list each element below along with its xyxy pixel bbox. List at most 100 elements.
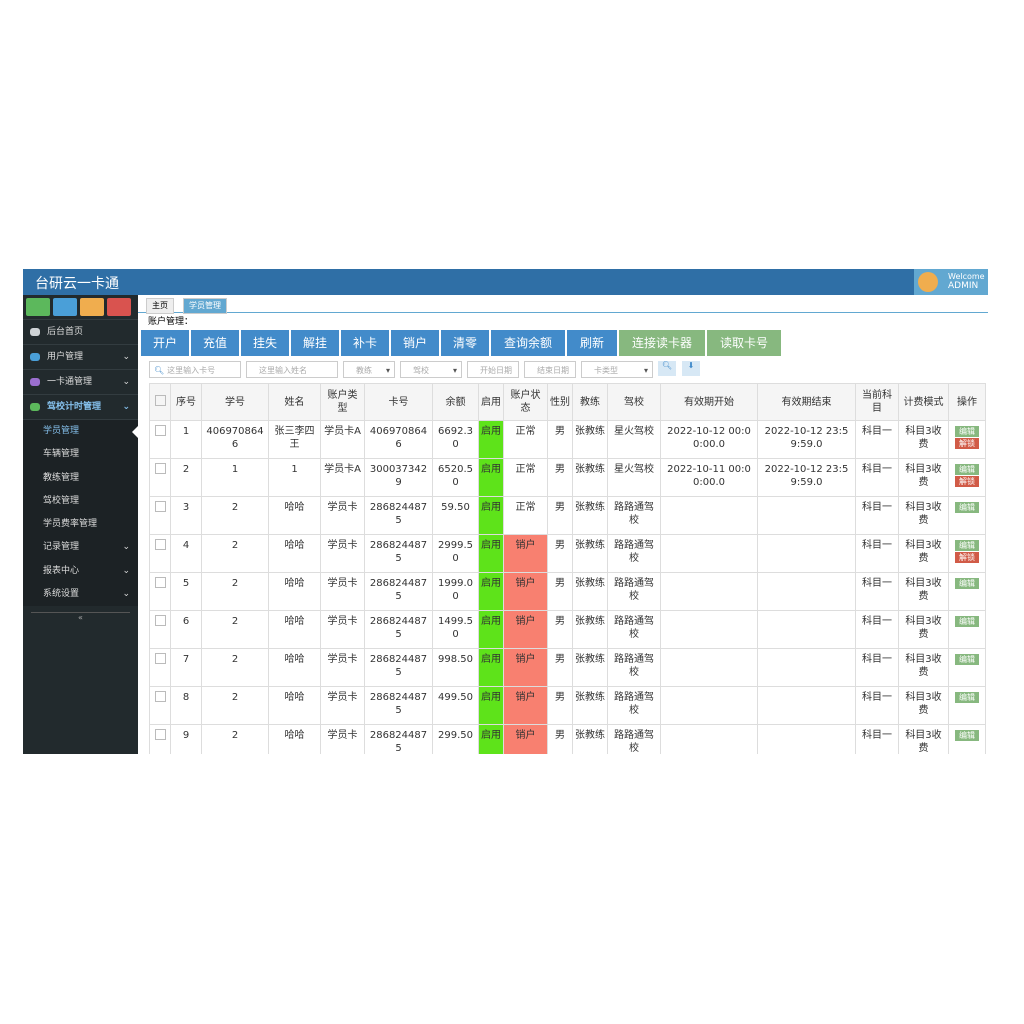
- cell: 科目3收费: [898, 572, 949, 611]
- cell: 科目3收费: [898, 496, 949, 535]
- nav-subitem[interactable]: 学员管理: [23, 420, 138, 444]
- chevron: ⌄: [122, 542, 130, 553]
- cell: 编辑 解锁: [948, 458, 986, 497]
- cell: 星火驾校: [607, 458, 661, 497]
- caret: ▾: [385, 366, 390, 375]
- nav-label: 教练管理: [43, 472, 80, 483]
- cell: 科目一: [855, 572, 899, 611]
- nav-label: 驾校计时管理: [47, 402, 102, 412]
- nav-icon: [30, 328, 40, 336]
- welcome: Welcome: [948, 272, 985, 281]
- row-action[interactable]: 编辑: [955, 730, 979, 741]
- shortcut-button[interactable]: [53, 298, 77, 316]
- action-button[interactable]: 查询余额: [491, 330, 565, 356]
- main: 主页 学员管理 账户管理： 开户 充值 挂失 解挂 补卡 销户 清零 查询余额 刷新 连接读卡器 读取…: [138, 295, 988, 754]
- user-box[interactable]: Welcome ADMIN: [914, 269, 988, 295]
- cell: 2868244875: [364, 496, 433, 535]
- nav-subitem[interactable]: 车辆管理: [23, 443, 138, 467]
- nav-subitem[interactable]: 学员费率管理: [23, 513, 138, 537]
- action-button[interactable]: 开户: [141, 330, 189, 356]
- header-cell: 余额: [432, 383, 479, 421]
- filter-input[interactable]: 结束日期: [524, 361, 576, 378]
- cell: [660, 496, 758, 535]
- filter-input[interactable]: 教练 ▾: [343, 361, 395, 378]
- nav-subitem[interactable]: 教练管理: [23, 466, 138, 490]
- cell: 59.50: [432, 496, 479, 535]
- cell: 2022-10-12 23:59:59.0: [757, 420, 856, 459]
- filter-input[interactable]: 卡类型 ▾: [581, 361, 653, 378]
- row-action[interactable]: 编辑: [955, 692, 979, 703]
- cell: 张教练: [572, 724, 608, 754]
- checkbox[interactable]: [154, 539, 166, 550]
- nav-item[interactable]: 一卡通管理 ⌄: [23, 370, 138, 395]
- cell: 哈哈: [268, 686, 321, 725]
- filter-input[interactable]: 开始日期: [467, 361, 519, 378]
- nav-subitem[interactable]: 记录管理 ⌄: [23, 536, 138, 560]
- checkbox[interactable]: [154, 394, 166, 406]
- action-button[interactable]: 解挂: [291, 330, 339, 356]
- checkbox[interactable]: [154, 577, 166, 588]
- checkbox[interactable]: [154, 501, 166, 512]
- cell: [757, 648, 856, 687]
- action-button[interactable]: 充值: [191, 330, 239, 356]
- row-action[interactable]: 解锁: [955, 438, 979, 449]
- cell: 路路通驾校: [607, 686, 661, 725]
- cell: 销户: [503, 534, 548, 573]
- action-button[interactable]: 补卡: [341, 330, 389, 356]
- cell: 编辑: [948, 686, 986, 725]
- cell: 1499.50: [432, 610, 479, 649]
- nav-item[interactable]: 驾校计时管理 ⌄: [23, 395, 138, 420]
- cell: [149, 534, 171, 573]
- nav-subitem[interactable]: 系统设置 ⌄: [23, 583, 138, 607]
- row-action[interactable]: 编辑: [955, 616, 979, 627]
- checkbox[interactable]: [154, 615, 166, 626]
- shortcut-button[interactable]: [80, 298, 104, 316]
- cell: 男: [547, 534, 573, 573]
- cell: 启用: [478, 572, 504, 611]
- tab[interactable]: 主页: [146, 298, 174, 314]
- collapse-toggle[interactable]: «: [31, 612, 130, 622]
- checkbox[interactable]: [154, 653, 166, 664]
- row-action[interactable]: 编辑: [955, 654, 979, 665]
- search-button[interactable]: 🔍︎: [658, 361, 676, 376]
- action-button[interactable]: 连接读卡器: [619, 330, 705, 356]
- checkbox[interactable]: [154, 729, 166, 740]
- action-button[interactable]: 销户: [391, 330, 439, 356]
- cell: 科目3收费: [898, 534, 949, 573]
- row-action[interactable]: 编辑: [955, 502, 979, 513]
- row-action[interactable]: 编辑: [955, 426, 979, 437]
- export-button[interactable]: ⬇: [682, 361, 700, 376]
- row-action[interactable]: 解锁: [955, 476, 979, 487]
- nav-subitem[interactable]: 驾校管理: [23, 489, 138, 514]
- row-action[interactable]: 编辑: [955, 464, 979, 475]
- action-button[interactable]: 读取卡号: [707, 330, 781, 356]
- row-action[interactable]: 编辑: [955, 540, 979, 551]
- cell: 8: [170, 686, 202, 725]
- action-button[interactable]: 挂失: [241, 330, 289, 356]
- filter-input[interactable]: 🔍︎ 这里输入卡号: [149, 361, 241, 378]
- cell: 6: [170, 610, 202, 649]
- filter-input[interactable]: 驾校 ▾: [400, 361, 462, 378]
- checkbox[interactable]: [154, 463, 166, 474]
- nav-item[interactable]: 用户管理 ⌄: [23, 345, 138, 370]
- action-button[interactable]: 清零: [441, 330, 489, 356]
- shortcut-button[interactable]: [107, 298, 131, 316]
- nav-subitem[interactable]: 报表中心 ⌄: [23, 559, 138, 584]
- checkbox[interactable]: [154, 691, 166, 702]
- nav-label: 一卡通管理: [47, 377, 93, 387]
- tab[interactable]: 学员管理: [183, 298, 227, 314]
- nav-item[interactable]: 后台首页: [23, 320, 138, 345]
- filter-input[interactable]: 这里输入姓名: [246, 361, 338, 378]
- cell: 路路通驾校: [607, 610, 661, 649]
- cell: 哈哈: [268, 648, 321, 687]
- row-action[interactable]: 解锁: [955, 552, 979, 563]
- row-action[interactable]: 编辑: [955, 578, 979, 589]
- cell: 编辑: [948, 496, 986, 535]
- avatar: [918, 272, 938, 292]
- cell: 张教练: [572, 496, 608, 535]
- shortcut-button[interactable]: [26, 298, 50, 316]
- app: 台研云一卡通 Welcome ADMIN 后台首页 用户管理 ⌄ 一卡通管理 ⌄ 驾校计时…: [23, 269, 988, 754]
- header-cell: 启用: [478, 383, 504, 421]
- action-button[interactable]: 刷新: [567, 330, 617, 356]
- checkbox[interactable]: [154, 425, 166, 436]
